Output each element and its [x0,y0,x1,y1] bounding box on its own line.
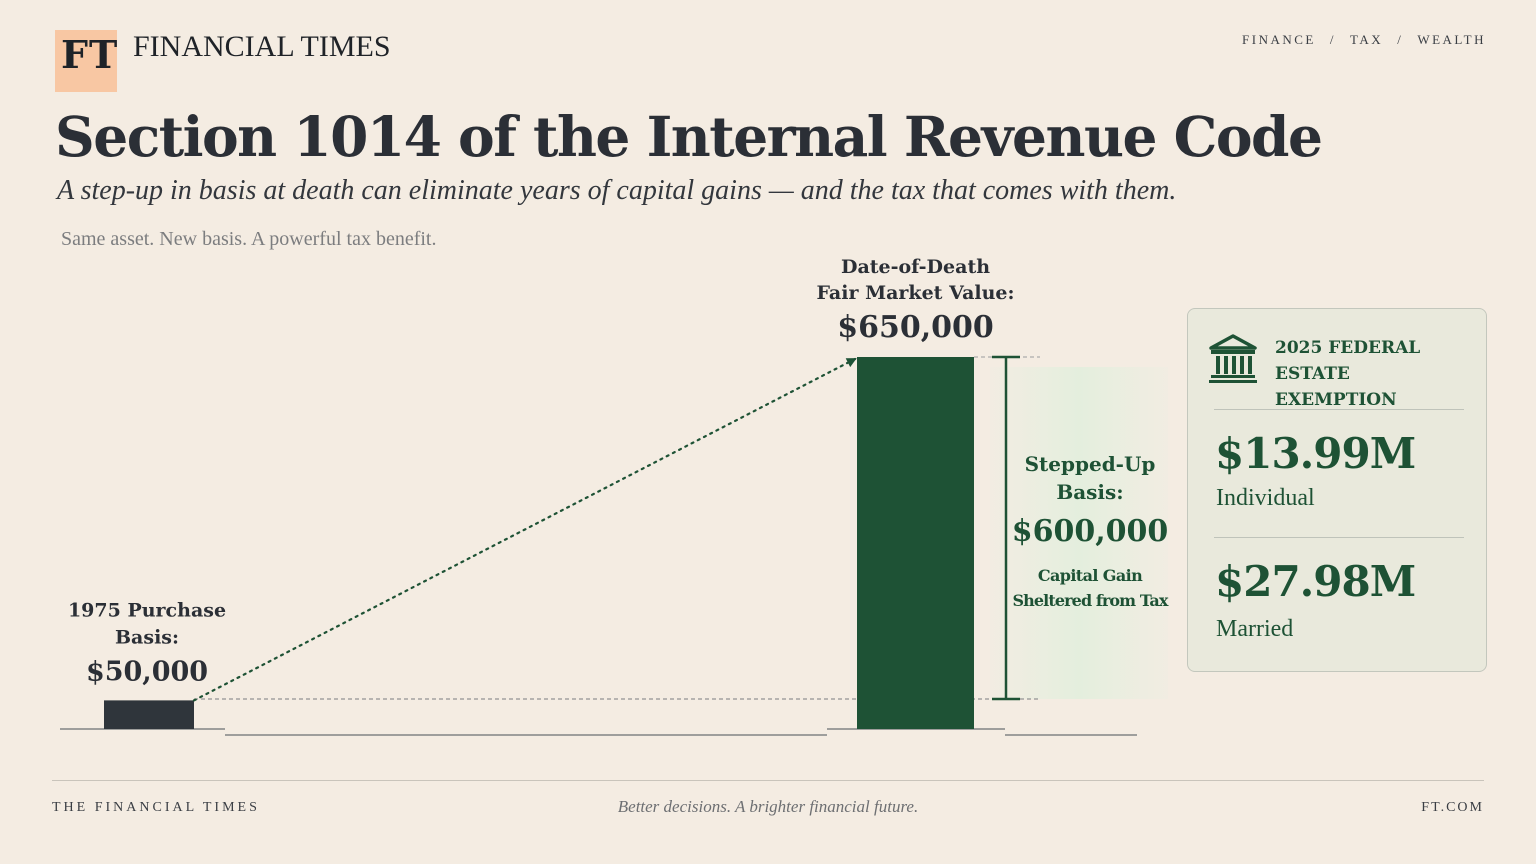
bank-building-icon [1209,334,1257,383]
tagline: Same asset. New basis. A powerful tax be… [61,228,437,250]
exemption-individual-label: Individual [1216,485,1315,511]
panel-heading-line: 2025 FEDERAL [1275,338,1421,358]
divider [1214,537,1464,538]
annotation-stepped-up-basis-value: $600,000 [1012,514,1169,549]
annotation-highlight [990,367,1168,699]
exemption-married-value: $27.98M [1215,557,1416,606]
panel-heading: 2025 FEDERAL ESTATE EXEMPTION [1275,335,1475,413]
bar-label-purchase-basis: Basis: [115,626,179,648]
bar-value-label-fair-market-value: $650,000 [837,310,994,345]
page-subtitle: A step-up in basis at death can eliminat… [57,175,1177,206]
footer-publication-name: THE FINANCIAL TIMES [52,800,260,815]
step-up-arrow [192,357,857,702]
nav-item-finance[interactable]: FINANCE [1242,32,1316,47]
footer-website-link[interactable]: FT.COM [1421,800,1484,815]
nav-item-tax[interactable]: TAX [1350,32,1384,47]
annotation-stepped-up-basis-label: Stepped-Up [1025,452,1156,476]
annotation-caption: Capital Gain [1038,566,1143,585]
bar-purchase-basis [104,700,194,729]
bar-fair-market-value [857,357,974,729]
nav-separator: / [1397,32,1404,47]
bar-label-fair-market-value: Fair Market Value: [816,282,1014,304]
footer-divider [52,780,1484,781]
section-nav: FINANCE / TAX / WEALTH [1242,32,1486,48]
bar-label-fair-market-value: Date-of-Death [841,256,990,278]
bar-label-purchase-basis: 1975 Purchase [68,599,226,621]
logo-text: FT [61,32,119,77]
estate-exemption-panel: 2025 FEDERAL ESTATE EXEMPTION $13.99M In… [1187,308,1487,672]
nav-item-wealth[interactable]: WEALTH [1417,32,1486,47]
bar-value-label-purchase-basis: $50,000 [86,656,208,687]
ft-logo[interactable]: FT [55,30,117,92]
exemption-married-label: Married [1216,616,1294,642]
page-title: Section 1014 of the Internal Revenue Cod… [55,104,1323,169]
panel-heading-line: ESTATE EXEMPTION [1275,364,1397,410]
footer-slogan: Better decisions. A brighter financial f… [617,797,919,816]
exemption-individual-value: $13.99M [1215,429,1416,478]
annotation-stepped-up-basis-label: Basis: [1056,480,1123,504]
annotation-caption: Sheltered from Tax [1013,591,1169,610]
brand-name[interactable]: FINANCIAL TIMES [133,30,391,63]
nav-separator: / [1329,32,1336,47]
divider [1214,409,1464,410]
